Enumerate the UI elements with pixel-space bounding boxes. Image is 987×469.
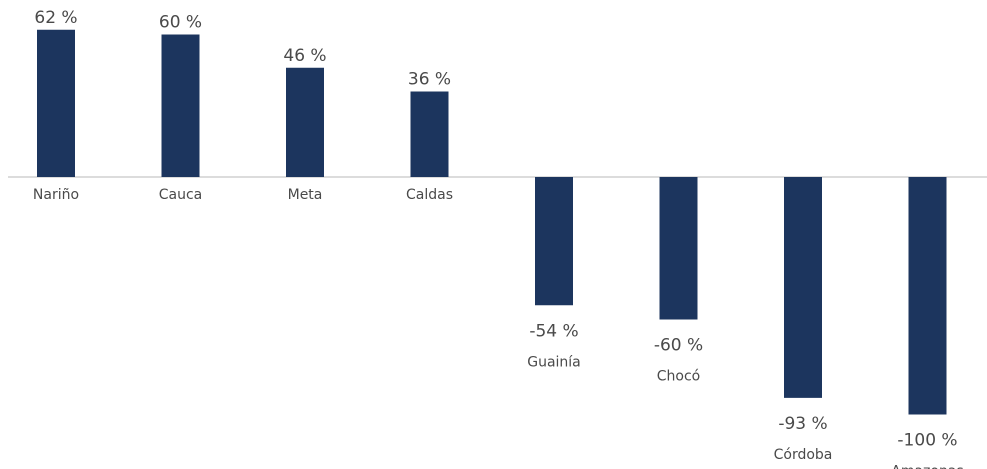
category-label-1: Cauca <box>159 187 203 203</box>
bar-7 <box>908 177 947 415</box>
category-labels-group: Nariño Cauca Meta Caldas Guainía Chocó Córdoba… <box>33 187 964 469</box>
bar-0 <box>37 29 75 177</box>
category-label-0: Nariño <box>33 187 79 203</box>
value-label-7: -100 % <box>897 431 957 451</box>
category-label-3: Caldas <box>406 187 453 203</box>
value-label-6: -93 % <box>778 414 827 434</box>
value-label-0: 62 % <box>34 8 77 28</box>
category-label-7: Amazonas <box>891 464 963 469</box>
bar-4 <box>535 177 573 306</box>
category-label-4: Guainía <box>527 354 581 370</box>
value-label-4: -54 % <box>529 321 578 341</box>
category-label-2: Meta <box>288 187 323 203</box>
bar-3 <box>410 91 449 177</box>
category-label-5: Chocó <box>657 369 700 385</box>
value-label-1: 60 % <box>159 13 202 33</box>
value-labels-group: 62 % 60 % 46 % 36 % -54 % -60 % -93 % -100 % <box>34 8 957 451</box>
bar-2 <box>286 67 324 177</box>
bar-1 <box>161 34 200 177</box>
value-label-5: -60 % <box>654 336 703 356</box>
bar-6 <box>784 177 822 398</box>
value-label-3: 36 % <box>408 70 451 90</box>
bars-group <box>37 29 947 415</box>
value-label-2: 46 % <box>283 46 326 66</box>
bar-5 <box>659 177 698 320</box>
category-label-6: Córdoba <box>774 447 833 463</box>
